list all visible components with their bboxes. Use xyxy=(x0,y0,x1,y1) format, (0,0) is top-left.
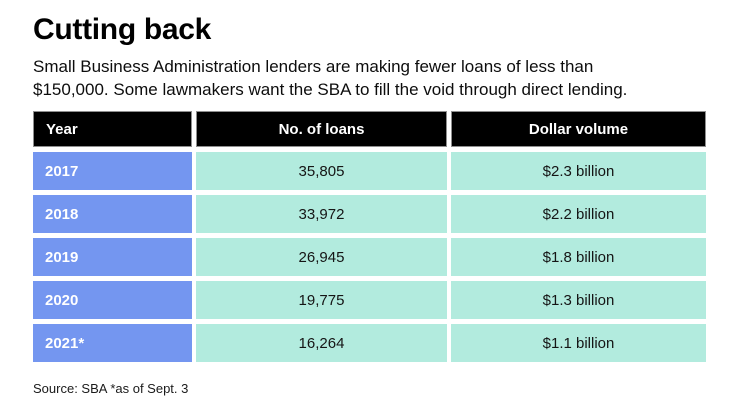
volume-cell: $1.8 billion xyxy=(451,238,706,276)
subtitle-line-2: $150,000. Some lawmakers want the SBA to… xyxy=(33,80,628,99)
table-header-row: Year No. of loans Dollar volume xyxy=(33,111,706,147)
source-note: Source: SBA *as of Sept. 3 xyxy=(33,381,189,396)
column-header-year: Year xyxy=(33,111,192,147)
loans-cell: 35,805 xyxy=(196,152,447,190)
table-row: 2017 35,805 $2.3 billion xyxy=(33,152,706,190)
loans-cell: 26,945 xyxy=(196,238,447,276)
loans-cell: 16,264 xyxy=(196,324,447,362)
volume-cell: $1.3 billion xyxy=(451,281,706,319)
volume-cell: $2.2 billion xyxy=(451,195,706,233)
table-row: 2020 19,775 $1.3 billion xyxy=(33,281,706,319)
loans-cell: 33,972 xyxy=(196,195,447,233)
year-cell: 2017 xyxy=(33,152,192,190)
volume-cell: $2.3 billion xyxy=(451,152,706,190)
page-title: Cutting back xyxy=(33,13,212,46)
year-cell: 2018 xyxy=(33,195,192,233)
subtitle-line-1: Small Business Administration lenders ar… xyxy=(33,57,594,76)
loans-cell: 19,775 xyxy=(196,281,447,319)
year-cell: 2021* xyxy=(33,324,192,362)
column-header-volume: Dollar volume xyxy=(451,111,706,147)
column-header-loans: No. of loans xyxy=(196,111,447,147)
table-row: 2019 26,945 $1.8 billion xyxy=(33,238,706,276)
year-cell: 2020 xyxy=(33,281,192,319)
year-cell: 2019 xyxy=(33,238,192,276)
table-row: 2018 33,972 $2.2 billion xyxy=(33,195,706,233)
data-table: Year No. of loans Dollar volume 2017 35,… xyxy=(33,111,706,362)
table-row: 2021* 16,264 $1.1 billion xyxy=(33,324,706,362)
volume-cell: $1.1 billion xyxy=(451,324,706,362)
